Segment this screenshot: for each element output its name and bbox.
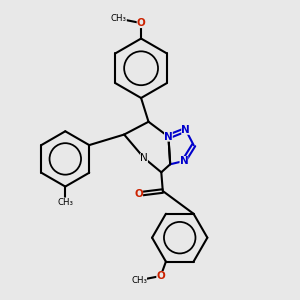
Text: N: N [181, 125, 190, 135]
Text: CH₃: CH₃ [57, 197, 73, 206]
Text: O: O [137, 18, 146, 28]
Text: O: O [156, 271, 165, 281]
Text: N: N [179, 156, 188, 166]
Text: N: N [164, 132, 173, 142]
Text: CH₃: CH₃ [111, 14, 127, 23]
Text: N: N [140, 153, 148, 163]
Text: O: O [134, 189, 143, 199]
Text: CH₃: CH₃ [131, 276, 147, 285]
